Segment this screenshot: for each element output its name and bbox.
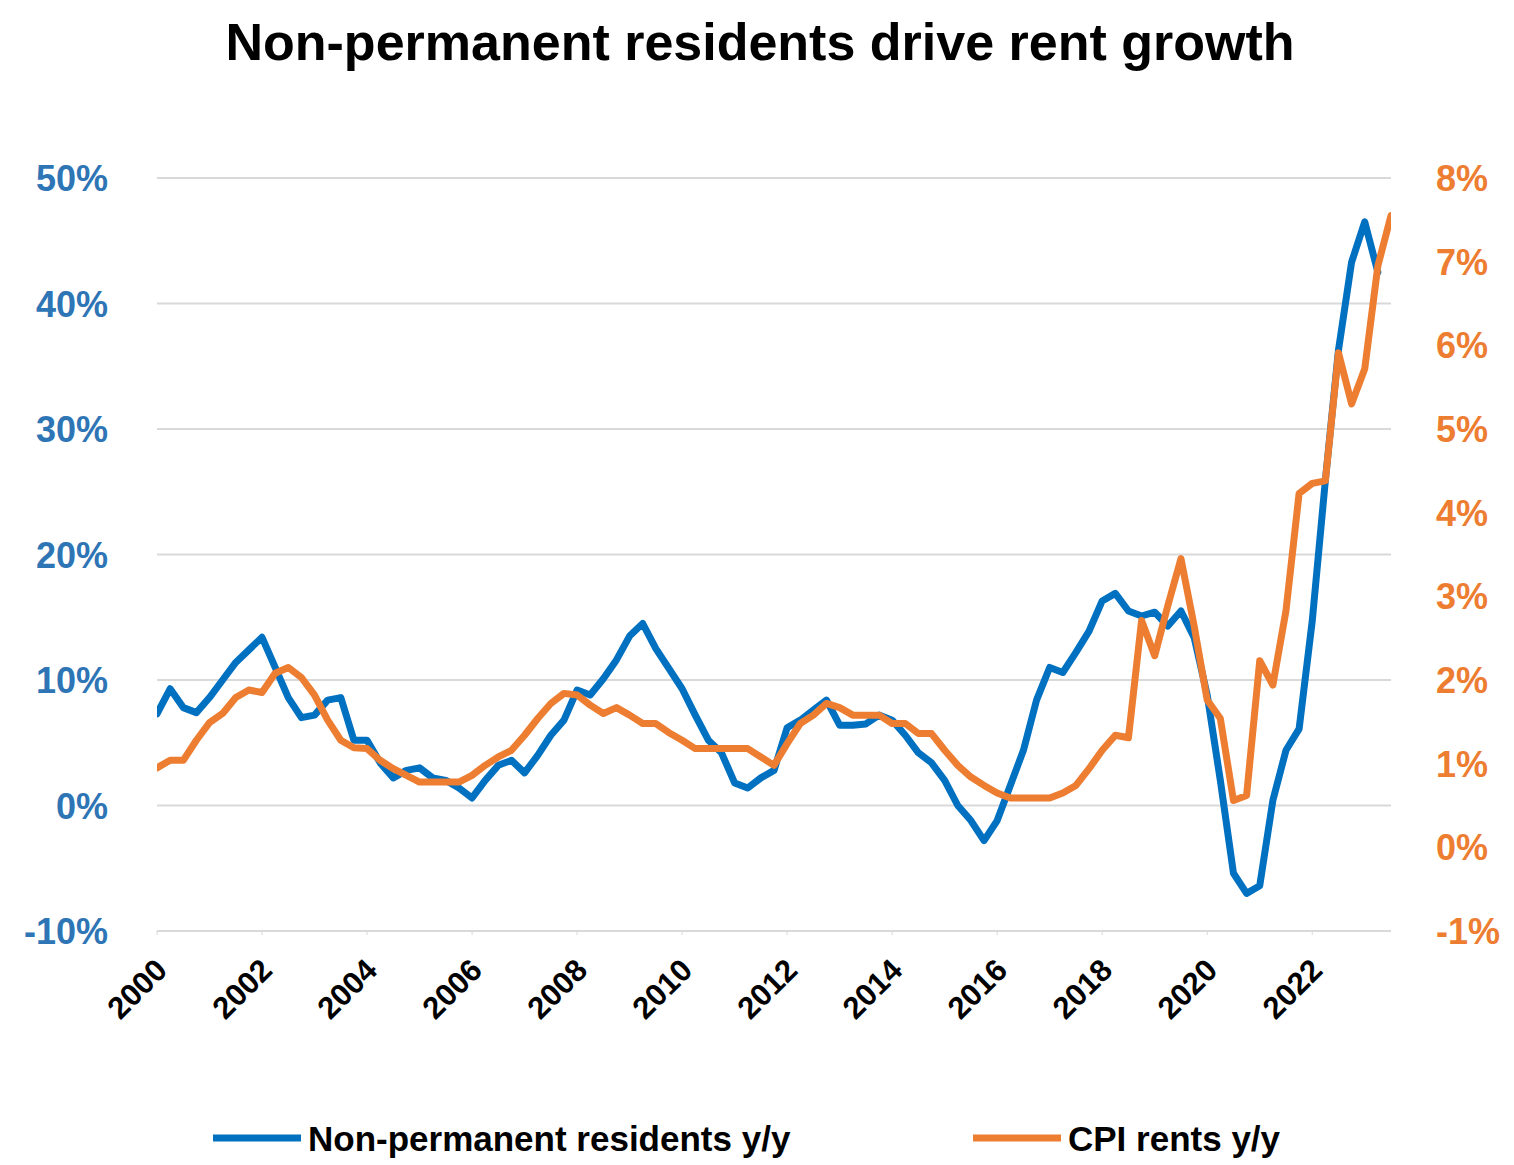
x-tick-label: 2006 — [415, 952, 489, 1026]
chart-title: Non-permanent residents drive rent growt… — [210, 0, 1310, 84]
x-tick-label: 2016 — [941, 952, 1015, 1026]
y2-tick-label: 0% — [1436, 827, 1488, 868]
y2-tick-label: 6% — [1436, 325, 1488, 366]
y2-tick-label: 5% — [1436, 409, 1488, 450]
y-tick-label: 0% — [56, 786, 108, 827]
y2-tick — [1391, 261, 1397, 262]
grid-line — [157, 930, 1391, 932]
x-tick — [577, 931, 578, 935]
grid-line — [157, 177, 1391, 179]
x-tick — [682, 931, 683, 935]
x-tick-label: 2020 — [1151, 952, 1225, 1026]
y2-tick — [1391, 429, 1397, 430]
y2-tick — [1391, 847, 1397, 848]
x-tick-label: 2004 — [310, 952, 384, 1026]
x-tick — [157, 931, 158, 935]
x-tick-label: 2018 — [1046, 952, 1120, 1026]
y2-tick — [1391, 931, 1397, 932]
x-tick — [1312, 931, 1313, 935]
y-tick-label: -10% — [24, 911, 108, 952]
x-tick — [1207, 931, 1208, 935]
x-tick-label: 2008 — [521, 952, 595, 1026]
y2-tick — [1391, 178, 1397, 179]
y-tick-label: 10% — [36, 660, 108, 701]
x-axis-line — [157, 930, 1391, 932]
y2-tick — [1391, 512, 1397, 513]
y2-tick-label: 2% — [1436, 660, 1488, 701]
y2-tick — [1391, 345, 1397, 346]
x-tick-label: 2000 — [100, 952, 174, 1026]
y2-tick-label: 4% — [1436, 493, 1488, 534]
x-tick — [472, 931, 473, 935]
y2-tick-label: 3% — [1436, 576, 1488, 617]
x-tick-label: 2014 — [836, 952, 910, 1026]
x-tick — [997, 931, 998, 935]
grid-line — [157, 303, 1391, 305]
grid-line — [157, 428, 1391, 430]
y-tick-label: 40% — [36, 284, 108, 325]
y2-tick — [1391, 680, 1397, 681]
series-group — [157, 216, 1391, 894]
x-tick — [367, 931, 368, 935]
y2-tick-label: 1% — [1436, 744, 1488, 785]
x-tick-label: 2010 — [626, 952, 700, 1026]
legend-swatch — [973, 1135, 1061, 1142]
x-tick — [892, 931, 893, 935]
legend-label: CPI rents y/y — [1068, 1119, 1281, 1158]
x-tick — [262, 931, 263, 935]
x-tick-label: 2002 — [205, 952, 279, 1026]
grid-line — [157, 805, 1391, 807]
y-tick-label: 20% — [36, 535, 108, 576]
x-tick-label: 2022 — [1256, 952, 1330, 1026]
x-tick — [1102, 931, 1103, 935]
series-line — [157, 216, 1391, 801]
y-tick-label: 50% — [36, 158, 108, 199]
y2-tick — [1391, 763, 1397, 764]
y2-tick-label: 8% — [1436, 158, 1488, 199]
series-line — [157, 222, 1378, 893]
legend-label: Non-permanent residents y/y — [308, 1119, 791, 1158]
y2-tick — [1391, 596, 1397, 597]
grid-line — [157, 554, 1391, 556]
y-tick-label: 30% — [36, 409, 108, 450]
x-tick-label: 2012 — [731, 952, 805, 1026]
chart: -10% 0% 10% 20% 30% 40% 50% -1% 0% 1% 2% 3% 4% 5% 6% 7%… — [0, 0, 1514, 1165]
x-tick — [787, 931, 788, 935]
y2-tick-label: 7% — [1436, 242, 1488, 283]
y2-tick-label: -1% — [1436, 911, 1500, 952]
legend-swatch — [213, 1135, 301, 1142]
